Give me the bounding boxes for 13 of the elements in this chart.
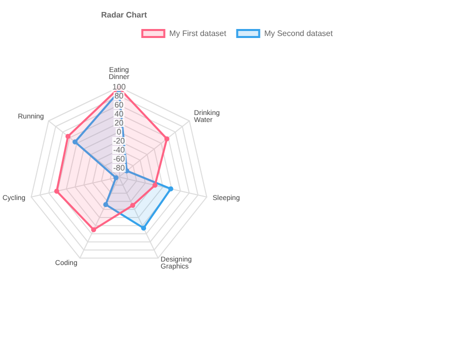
legend-label: My Second dataset xyxy=(264,29,334,38)
y-tick-label: -60 xyxy=(113,154,126,164)
y-tick-label: 80 xyxy=(114,92,124,100)
y-tick-label: -80 xyxy=(113,164,126,172)
chart-title: Radar Chart xyxy=(101,10,148,20)
y-tick-label: 60 xyxy=(114,100,124,110)
y-tick-label: 40 xyxy=(114,110,124,118)
y-tick-label: 0 xyxy=(116,128,122,136)
y-tick-label: -20 xyxy=(113,136,126,146)
y-tick-label: 100 xyxy=(112,82,126,92)
y-tick-label: -40 xyxy=(113,146,126,154)
y-tick-label: 20 xyxy=(114,118,124,128)
legend-label: My First dataset xyxy=(169,29,227,38)
